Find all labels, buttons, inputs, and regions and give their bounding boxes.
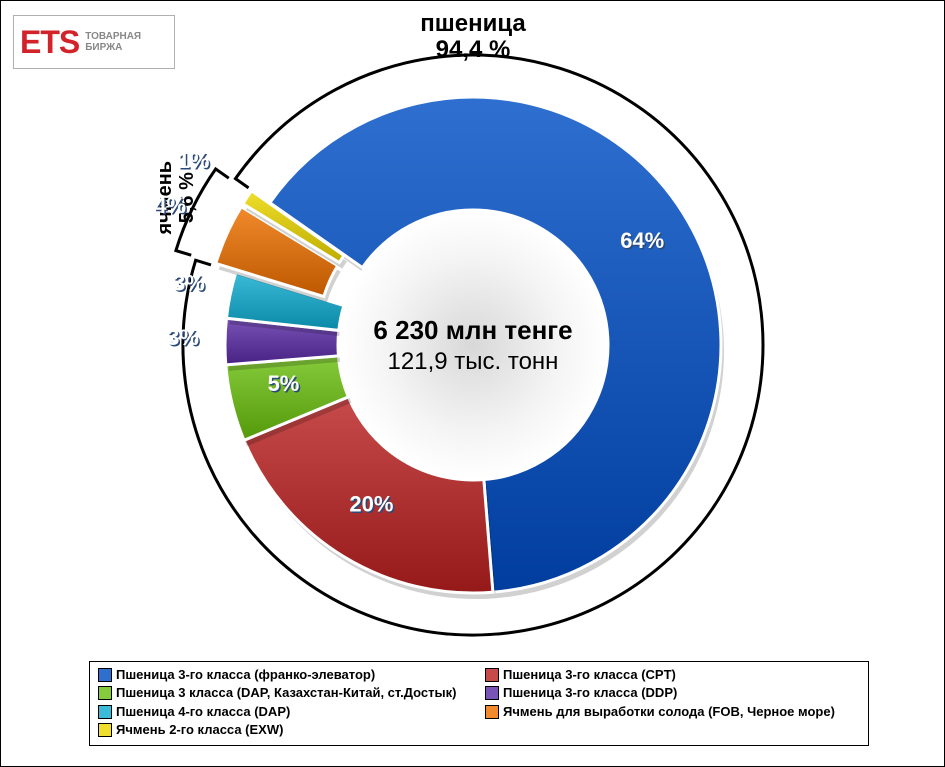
- legend-swatch: [98, 723, 112, 737]
- slice-label: 1%: [178, 148, 210, 173]
- legend-item: Ячмень 2-го класса (EXW): [98, 723, 473, 737]
- legend-label: Ячмень 2-го класса (EXW): [116, 723, 283, 737]
- legend-swatch: [98, 668, 112, 682]
- legend-swatch: [98, 686, 112, 700]
- slice-label: 20%: [349, 491, 393, 516]
- donut-chart-svg: ячмень5,6 %64%64%20%20%5%5%3%3%3%3%4%4%1…: [1, 1, 945, 653]
- slice-label: 3%: [167, 325, 199, 350]
- slice-label: 4%: [154, 193, 186, 218]
- legend-item: Ячмень для выработки солода (FOB, Черное…: [485, 705, 860, 719]
- legend-label: Пшеница 3-го класса (франко-элеватор): [116, 668, 375, 682]
- chart-title-top: пшеница: [420, 10, 526, 37]
- chart-title-top-value: 94,4 %: [436, 36, 511, 63]
- legend-item: Пшеница 3-го класса (DDP): [485, 686, 860, 700]
- legend-swatch: [98, 705, 112, 719]
- legend-item: Пшеница 3-го класса (CPT): [485, 668, 860, 682]
- slice-label: 64%: [620, 228, 664, 253]
- legend-swatch: [485, 705, 499, 719]
- legend-swatch: [485, 686, 499, 700]
- legend-item: Пшеница 4-го класса (DAP): [98, 705, 473, 719]
- legend-label: Пшеница 3 класса (DAP, Казахстан-Китай, …: [116, 686, 456, 700]
- legend-swatch: [485, 668, 499, 682]
- slice-label: 3%: [173, 271, 205, 296]
- legend-label: Пшеница 3-го класса (DDP): [503, 686, 677, 700]
- legend-item: Пшеница 3-го класса (франко-элеватор): [98, 668, 473, 682]
- legend-item: Пшеница 3 класса (DAP, Казахстан-Китай, …: [98, 686, 473, 700]
- legend-label: Пшеница 4-го класса (DAP): [116, 705, 290, 719]
- legend-label: Ячмень для выработки солода (FOB, Черное…: [503, 705, 835, 719]
- center-line1: 6 230 млн тенге: [373, 315, 572, 345]
- chart-area: ячмень5,6 %64%64%20%20%5%5%3%3%3%3%4%4%1…: [1, 1, 945, 653]
- legend-label: Пшеница 3-го класса (CPT): [503, 668, 676, 682]
- legend: Пшеница 3-го класса (франко-элеватор) Пше…: [89, 661, 869, 746]
- center-line2: 121,9 тыс. тонн: [388, 348, 559, 375]
- slice-label: 5%: [268, 371, 300, 396]
- page: ETS ТОВАРНАЯ БИРЖА ячмень5,6 %64%64%20%2…: [0, 0, 945, 767]
- donut-hole: [339, 211, 607, 479]
